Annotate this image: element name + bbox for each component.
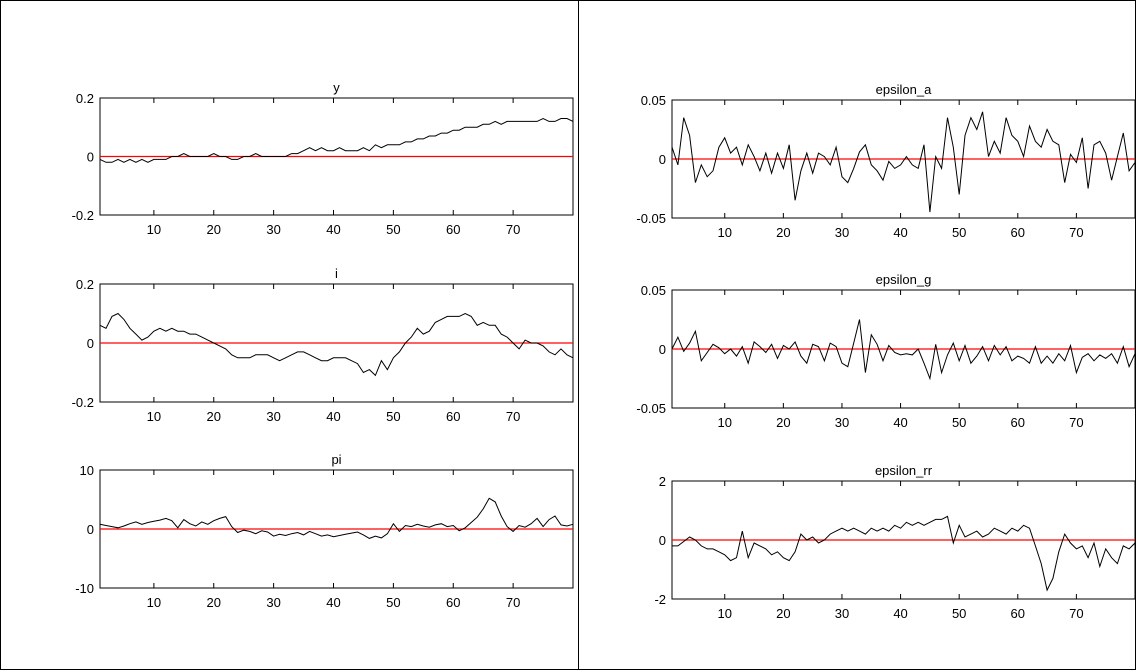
x-tick-label: 30 (266, 222, 280, 237)
y-tick-label: 0.2 (76, 277, 94, 292)
chart-title: i (335, 266, 338, 281)
x-tick-label: 70 (1069, 415, 1083, 430)
x-tick-label: 50 (952, 606, 966, 621)
x-tick-label: 40 (326, 595, 340, 610)
chart-title: epsilon_a (876, 82, 932, 97)
series-line (671, 111, 1136, 213)
x-tick-label: 70 (1069, 606, 1083, 621)
x-tick-label: 10 (147, 409, 161, 424)
series-line (672, 515, 1136, 592)
y-tick-label: 0.05 (641, 283, 666, 298)
y-tick-label: -0.2 (72, 208, 94, 223)
y-tick-label: -10 (75, 581, 94, 596)
x-tick-label: 30 (835, 415, 849, 430)
y-tick-label: 0 (659, 152, 666, 167)
x-tick-label: 60 (1011, 415, 1025, 430)
x-tick-label: 20 (776, 606, 790, 621)
y-tick-label: 0 (659, 533, 666, 548)
x-tick-label: 60 (1011, 606, 1025, 621)
x-tick-label: 60 (446, 595, 460, 610)
y-tick-label: 0 (87, 150, 94, 165)
x-tick-label: 60 (1011, 225, 1025, 240)
x-tick-label: 10 (718, 225, 732, 240)
x-tick-label: 20 (776, 225, 790, 240)
x-tick-label: 40 (893, 415, 907, 430)
x-tick-label: 20 (207, 222, 221, 237)
chart-epsilon-rr: epsilon_rr 10 20 30 40 50 60 70 -2 0 2 (654, 463, 1136, 621)
series-line (671, 319, 1136, 381)
y-tick-label: 2 (659, 474, 666, 489)
chart-epsilon-a: epsilon_a 10 20 30 40 50 60 70 -0.05 0 0.05 (636, 82, 1136, 240)
series-line (99, 117, 574, 163)
y-tick-label: -0.05 (636, 401, 666, 416)
x-tick-label: 60 (446, 222, 460, 237)
x-tick-label: 40 (326, 409, 340, 424)
y-tick-label: 0.05 (641, 93, 666, 108)
x-tick-label: 50 (386, 595, 400, 610)
x-tick-label: 40 (893, 225, 907, 240)
x-tick-label: 10 (147, 595, 161, 610)
y-tick-label: -0.2 (72, 395, 94, 410)
x-tick-label: 30 (266, 595, 280, 610)
x-tick-label: 50 (952, 225, 966, 240)
x-tick-label: 20 (207, 409, 221, 424)
y-tick-label: 0 (659, 342, 666, 357)
x-tick-label: 50 (952, 415, 966, 430)
x-tick-label: 30 (266, 409, 280, 424)
x-tick-label: 70 (506, 222, 520, 237)
y-tick-label: -2 (654, 592, 666, 607)
series-line (99, 497, 574, 539)
chart-y: y 10 20 30 40 50 60 70 -0.2 0 0.2 (72, 80, 574, 237)
x-tick-label: 30 (835, 606, 849, 621)
series-line (99, 312, 574, 377)
x-tick-label: 60 (446, 409, 460, 424)
x-tick-label: 70 (1069, 225, 1083, 240)
chart-title: y (333, 80, 340, 95)
chart-title: epsilon_rr (875, 463, 933, 478)
x-tick-label: 70 (506, 595, 520, 610)
x-tick-label: 30 (835, 225, 849, 240)
x-tick-label: 10 (718, 606, 732, 621)
x-tick-label: 20 (207, 595, 221, 610)
x-tick-label: 10 (147, 222, 161, 237)
chart-i: i 10 20 30 40 50 60 70 -0.2 0 0.2 (72, 266, 574, 424)
y-tick-label: 0 (87, 522, 94, 537)
x-tick-label: 70 (506, 409, 520, 424)
chart-title: pi (331, 452, 341, 467)
chart-epsilon-g: epsilon_g 10 20 30 40 50 60 70 -0.05 0 0.05 (636, 272, 1136, 430)
y-tick-label: -0.05 (636, 211, 666, 226)
x-tick-label: 50 (386, 409, 400, 424)
x-tick-label: 10 (718, 415, 732, 430)
x-tick-label: 40 (893, 606, 907, 621)
x-tick-label: 20 (776, 415, 790, 430)
x-tick-label: 40 (326, 222, 340, 237)
y-tick-label: 0.2 (76, 91, 94, 106)
y-tick-label: 0 (87, 336, 94, 351)
x-tick-label: 50 (386, 222, 400, 237)
chart-title: epsilon_g (876, 272, 932, 287)
chart-pi: pi 10 20 30 40 50 60 70 -10 0 10 (75, 452, 574, 610)
y-tick-label: 10 (80, 463, 94, 478)
